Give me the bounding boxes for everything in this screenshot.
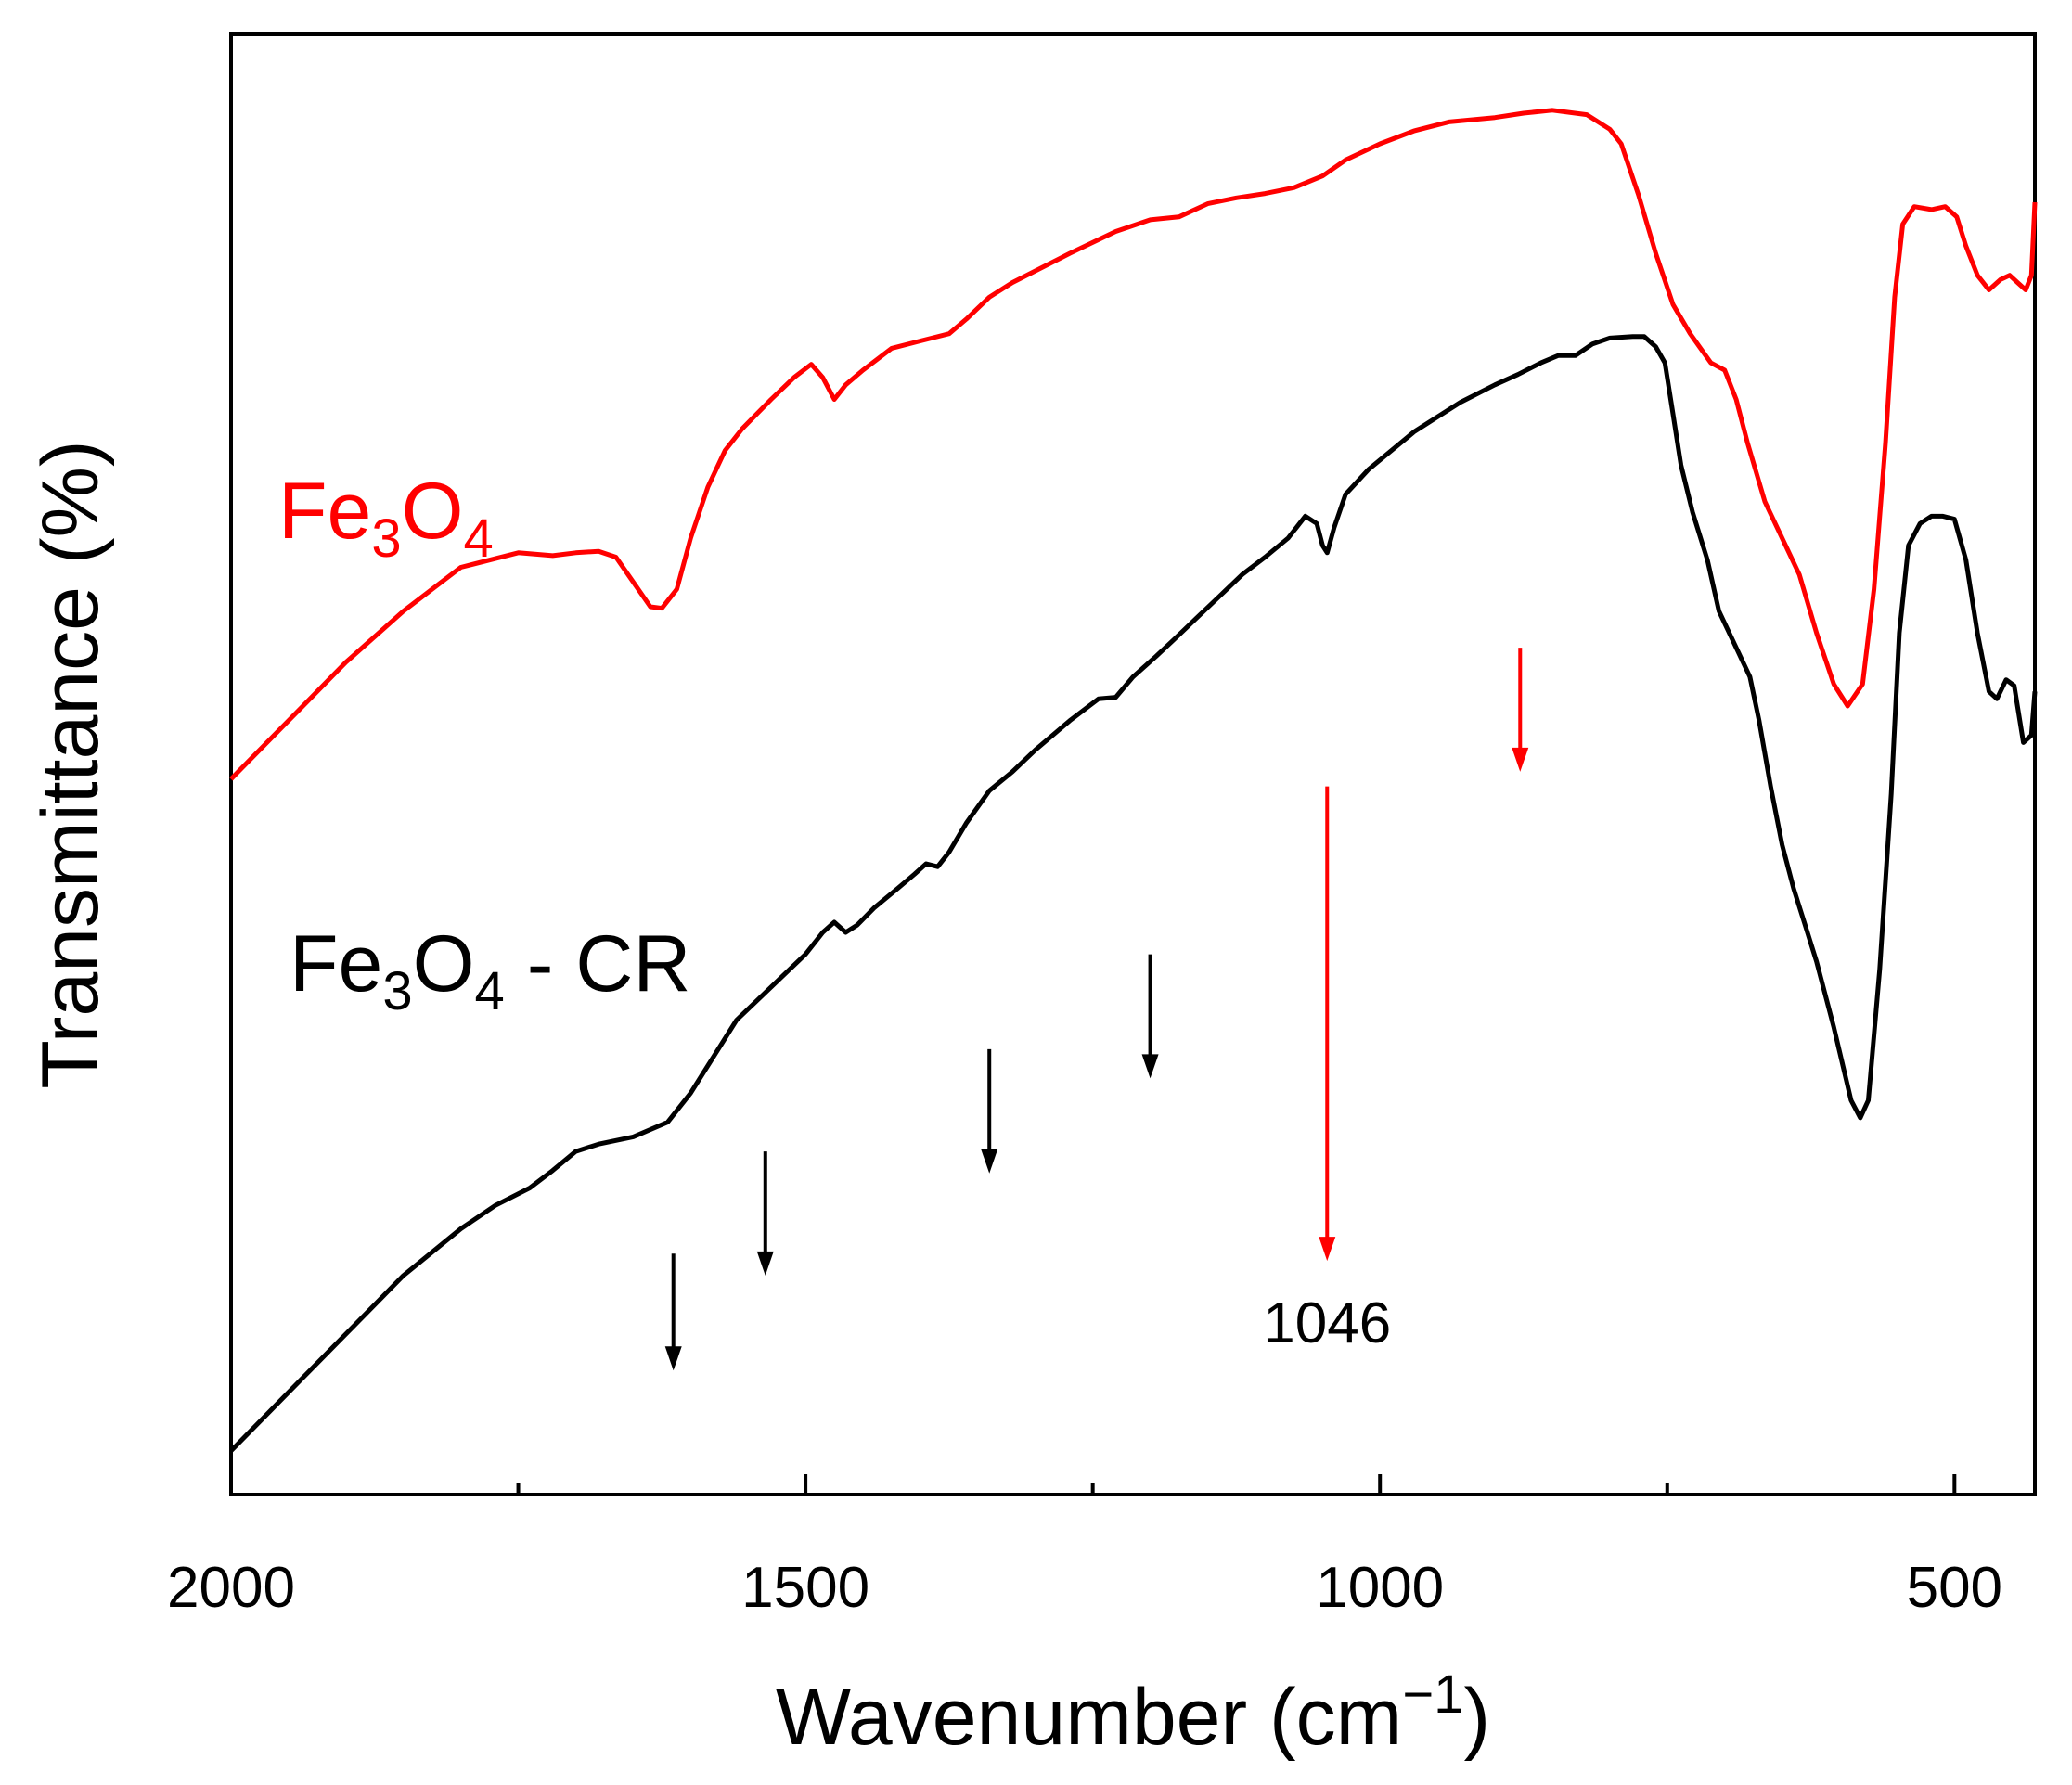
series-group [229, 108, 2038, 1453]
arrow-head [1141, 1054, 1159, 1079]
arrow-head [756, 1251, 774, 1276]
plot-frame [229, 32, 2037, 1496]
arrow-head [1319, 1237, 1336, 1262]
annotation-group: 1046 [664, 648, 1529, 1371]
x-tick-label: 500 [1907, 1556, 2002, 1620]
peak-label: 1046 [1263, 1291, 1391, 1355]
x-tick-label: 2000 [167, 1556, 295, 1620]
series-line-fe3o4 [229, 108, 2038, 781]
x-tick-label: 1000 [1316, 1556, 1444, 1620]
arrow-head [1512, 747, 1529, 772]
x-axis: 2000 1500 1000 500 [167, 1474, 2002, 1620]
arrow-head [981, 1149, 998, 1174]
series-label-fe3o4: Fe3O4 [278, 467, 494, 569]
x-tick-label: 1500 [741, 1556, 869, 1620]
arrow-head [664, 1346, 682, 1371]
x-axis-title: Wavenumber (cm−1) [776, 1664, 1490, 1762]
series-line-fe3o4-cr [229, 334, 2038, 1453]
y-axis-title: Transmittance (%) [26, 440, 115, 1088]
series-label-fe3o4-cr: Fe3O4 - CR [290, 919, 690, 1021]
